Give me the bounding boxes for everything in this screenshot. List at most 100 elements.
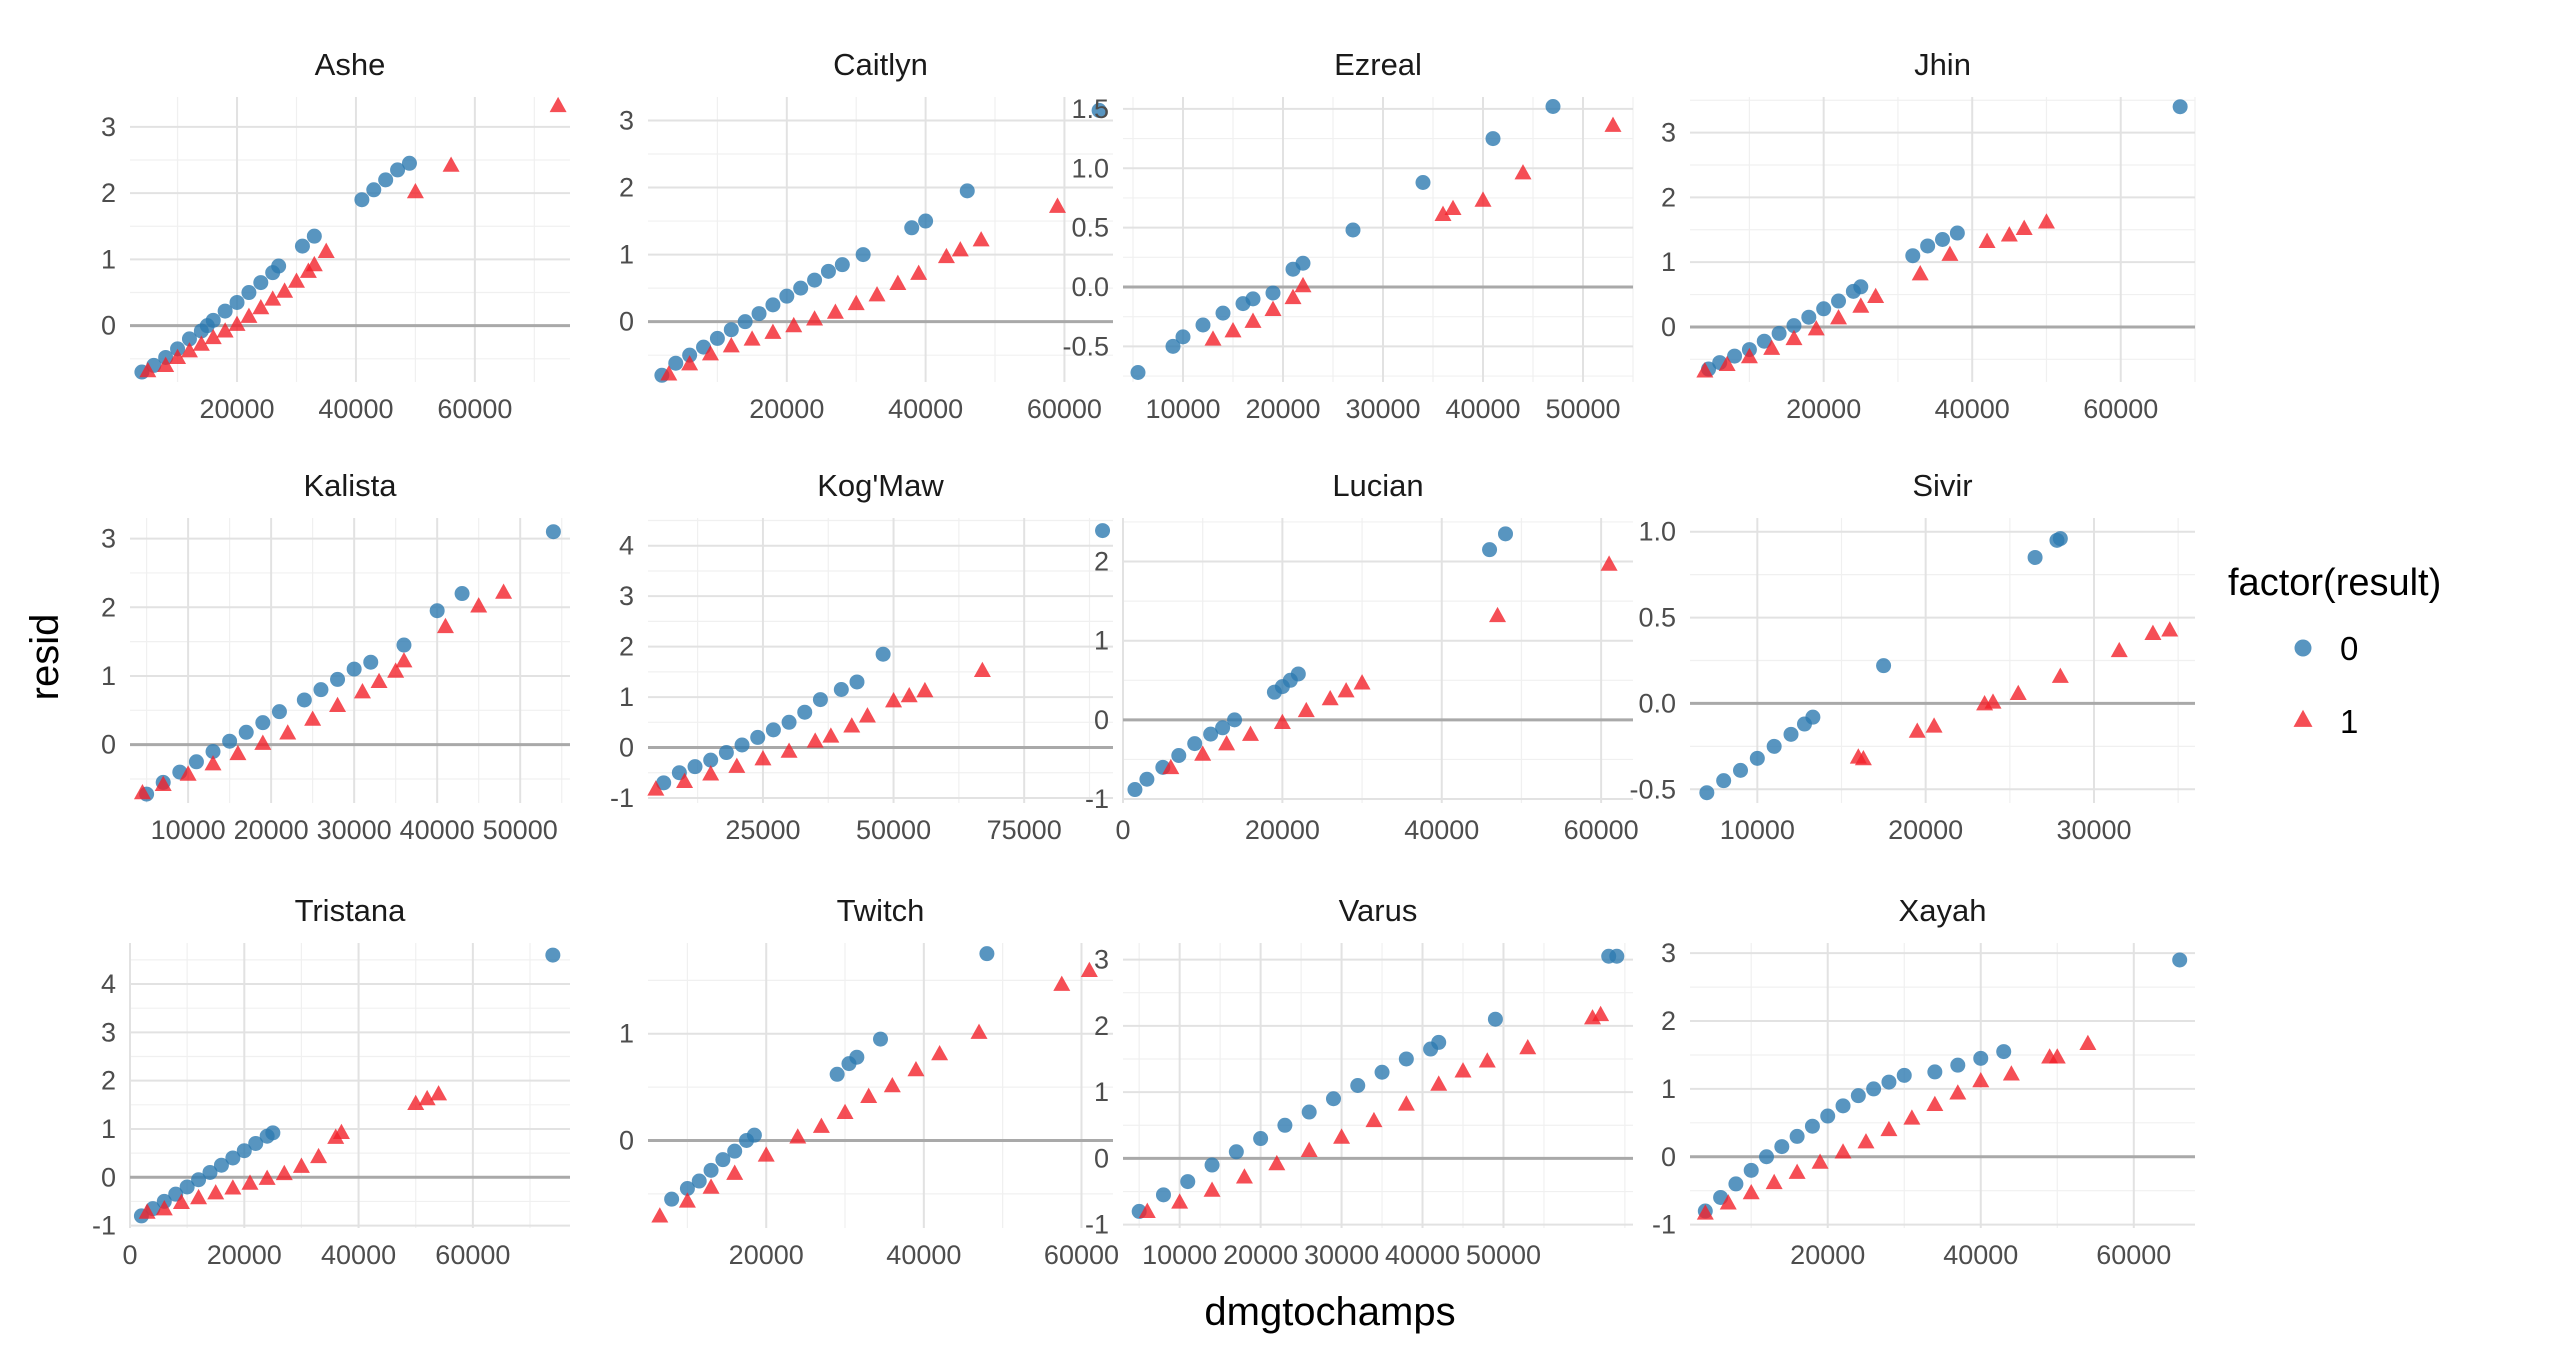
y-tick-label: 0 bbox=[1094, 1143, 1109, 1173]
data-point-result-1 bbox=[701, 345, 719, 361]
data-point-result-0 bbox=[1699, 785, 1715, 801]
data-point-result-1 bbox=[1696, 1204, 1714, 1220]
data-point-result-0 bbox=[1881, 1074, 1897, 1090]
data-point-result-1 bbox=[1204, 330, 1222, 346]
data-point-result-0 bbox=[296, 692, 312, 708]
x-tick-label: 60000 bbox=[1564, 815, 1639, 845]
data-point-result-0 bbox=[1374, 1064, 1390, 1080]
panel-title: Ezreal bbox=[1334, 47, 1422, 82]
data-point-result-1 bbox=[258, 1169, 276, 1185]
data-point-result-0 bbox=[179, 1179, 195, 1195]
data-point-result-0 bbox=[1155, 1187, 1171, 1203]
data-point-result-0 bbox=[1277, 1117, 1293, 1133]
data-point-result-1 bbox=[241, 1174, 259, 1190]
data-point-result-1 bbox=[970, 1023, 988, 1039]
data-point-result-1 bbox=[726, 1164, 744, 1180]
data-point-result-1 bbox=[2000, 226, 2018, 242]
panel-title: Ashe bbox=[315, 47, 386, 82]
data-point-result-0 bbox=[1727, 348, 1743, 364]
data-point-result-0 bbox=[1866, 1081, 1882, 1097]
data-point-result-0 bbox=[1743, 1162, 1759, 1178]
y-tick-label: 2 bbox=[1094, 1011, 1109, 1041]
data-point-result-1 bbox=[154, 775, 172, 792]
data-point-result-0 bbox=[959, 183, 975, 199]
data-point-result-0 bbox=[330, 671, 346, 687]
data-point-result-0 bbox=[346, 661, 362, 677]
x-tick-label: 20000 bbox=[1786, 394, 1861, 424]
data-point-result-1 bbox=[883, 1077, 901, 1093]
data-point-result-0 bbox=[737, 314, 753, 330]
data-point-result-0 bbox=[1431, 1034, 1447, 1050]
data-point-result-1 bbox=[139, 361, 157, 378]
data-point-result-1 bbox=[207, 1184, 225, 1200]
data-point-result-0 bbox=[1180, 1174, 1196, 1190]
data-point-result-0 bbox=[241, 285, 257, 301]
data-point-result-1 bbox=[951, 241, 969, 257]
data-point-result-0 bbox=[1835, 1098, 1851, 1114]
data-point-result-1 bbox=[1903, 1109, 1921, 1125]
data-point-result-1 bbox=[660, 365, 678, 381]
data-point-result-1 bbox=[179, 765, 197, 781]
data-point-result-1 bbox=[916, 681, 934, 698]
data-point-result-0 bbox=[1245, 291, 1261, 307]
data-point-result-1 bbox=[847, 294, 865, 311]
data-point-result-1 bbox=[276, 282, 294, 298]
data-point-result-0 bbox=[2172, 952, 2188, 968]
data-point-result-1 bbox=[1284, 288, 1302, 305]
data-point-result-1 bbox=[1444, 199, 1462, 216]
data-point-result-1 bbox=[1235, 1168, 1253, 1184]
data-point-result-1 bbox=[647, 780, 665, 796]
y-tick-label: 1 bbox=[101, 244, 116, 274]
data-point-result-0 bbox=[849, 674, 865, 690]
data-point-result-1 bbox=[549, 96, 567, 113]
data-point-result-0 bbox=[1853, 279, 1869, 295]
data-point-result-0 bbox=[1215, 720, 1231, 736]
data-point-result-0 bbox=[1816, 301, 1832, 317]
data-point-result-1 bbox=[806, 732, 824, 748]
data-point-result-0 bbox=[1290, 666, 1306, 682]
data-point-result-1 bbox=[1911, 265, 1929, 281]
data-point-result-1 bbox=[1880, 1120, 1898, 1137]
panel-kogmaw: Kog'Maw 25000 50000 75000 -1 0 1 2 3 4 bbox=[610, 468, 1113, 845]
data-point-result-1 bbox=[190, 1188, 208, 1205]
data-point-result-1 bbox=[1852, 297, 1870, 313]
data-point-result-0 bbox=[181, 331, 197, 347]
data-point-result-1 bbox=[1478, 1052, 1496, 1068]
y-tick-label: 0 bbox=[1661, 1142, 1676, 1172]
panel-kalista: Kalista 10000 20000 30000 40000 50000 0 1 2 3 bbox=[101, 468, 570, 845]
panel-title: Tristana bbox=[295, 893, 407, 928]
y-tick-label: 0.5 bbox=[1638, 603, 1676, 633]
data-point-result-1 bbox=[310, 1147, 328, 1164]
data-point-result-1 bbox=[418, 1089, 436, 1106]
x-tick-label: 30000 bbox=[1345, 394, 1420, 424]
data-point-result-1 bbox=[240, 307, 258, 323]
data-point-result-0 bbox=[779, 288, 795, 304]
data-point-result-1 bbox=[1365, 1111, 1383, 1128]
data-point-result-0 bbox=[1801, 309, 1817, 325]
y-tick-label: -1 bbox=[1085, 784, 1109, 814]
data-point-result-0 bbox=[1415, 175, 1431, 190]
data-point-result-0 bbox=[807, 272, 823, 288]
data-point-result-0 bbox=[1771, 325, 1787, 341]
y-axis-title: resid bbox=[23, 614, 67, 701]
y-tick-label: 1 bbox=[619, 682, 634, 712]
x-tick-label: 40000 bbox=[318, 394, 393, 424]
data-point-result-0 bbox=[248, 1135, 264, 1151]
data-point-result-0 bbox=[656, 775, 672, 791]
y-tick-label: 2 bbox=[101, 1066, 116, 1096]
data-point-result-0 bbox=[188, 754, 204, 770]
data-point-result-1 bbox=[304, 710, 322, 726]
y-tick-label: 2 bbox=[101, 178, 116, 208]
data-point-result-0 bbox=[1783, 726, 1799, 742]
data-point-result-0 bbox=[829, 1066, 845, 1082]
data-point-result-0 bbox=[1759, 1149, 1775, 1165]
data-point-result-1 bbox=[2079, 1034, 2097, 1050]
y-tick-label: 0 bbox=[101, 1162, 116, 1192]
y-tick-label: 0.5 bbox=[1071, 213, 1109, 243]
data-point-result-1 bbox=[229, 744, 247, 761]
data-point-result-1 bbox=[2161, 621, 2179, 637]
data-point-result-1 bbox=[858, 707, 876, 723]
data-point-result-0 bbox=[1749, 750, 1765, 766]
legend-label: 1 bbox=[2340, 703, 2358, 740]
